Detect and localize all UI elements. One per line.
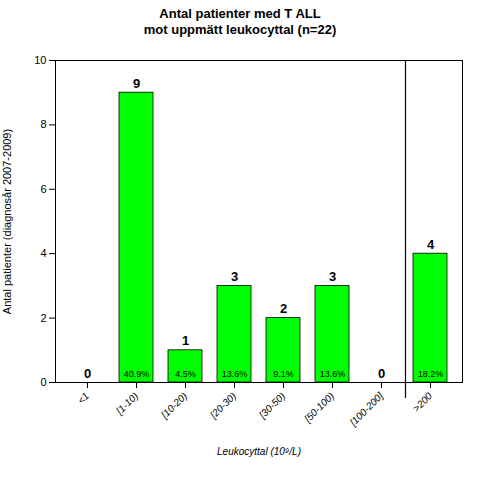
svg-text:3: 3: [231, 269, 238, 284]
svg-text:[20-30): [20-30): [207, 390, 238, 421]
svg-text:3: 3: [329, 269, 336, 284]
svg-text:>200: >200: [410, 390, 434, 414]
svg-text:9: 9: [133, 76, 140, 91]
svg-text:[30-50): [30-50): [256, 390, 287, 421]
html-text:Antal patienter med T ALL: Antal patienter med T ALL: [159, 6, 321, 21]
svg-text:8: 8: [40, 118, 46, 130]
svg-text:Leukocyttal (10⁹/L): Leukocyttal (10⁹/L): [217, 446, 301, 457]
svg-text:0: 0: [378, 366, 385, 381]
svg-text:[100-200]: [100-200]: [347, 390, 386, 429]
svg-text:1: 1: [182, 333, 189, 348]
svg-text:4: 4: [40, 247, 46, 259]
svg-text:Antal patienter (diagnosår 200: Antal patienter (diagnosår 2007-2009): [1, 129, 13, 314]
svg-text:2: 2: [280, 301, 287, 316]
svg-text:40.9%: 40.9%: [124, 369, 150, 379]
svg-text:2: 2: [40, 312, 46, 324]
svg-text:10: 10: [34, 54, 46, 66]
svg-text:0: 0: [40, 376, 46, 388]
svg-text:[10-20): [10-20): [158, 390, 189, 421]
svg-text:4: 4: [427, 237, 435, 252]
svg-text:9.1%: 9.1%: [273, 369, 294, 379]
svg-text:[50-100): [50-100): [301, 390, 336, 425]
svg-text:13.6%: 13.6%: [222, 369, 248, 379]
svg-text:4.5%: 4.5%: [175, 369, 196, 379]
svg-text:<1: <1: [75, 390, 91, 406]
svg-text:18.2%: 18.2%: [418, 369, 444, 379]
svg-text:6: 6: [40, 183, 46, 195]
svg-text:0: 0: [84, 366, 91, 381]
svg-text:13.6%: 13.6%: [320, 369, 346, 379]
html-text:mot uppmätt leukocyttal (n=22): mot uppmätt leukocyttal (n=22): [143, 22, 337, 37]
svg-text:[1-10): [1-10): [113, 390, 140, 417]
